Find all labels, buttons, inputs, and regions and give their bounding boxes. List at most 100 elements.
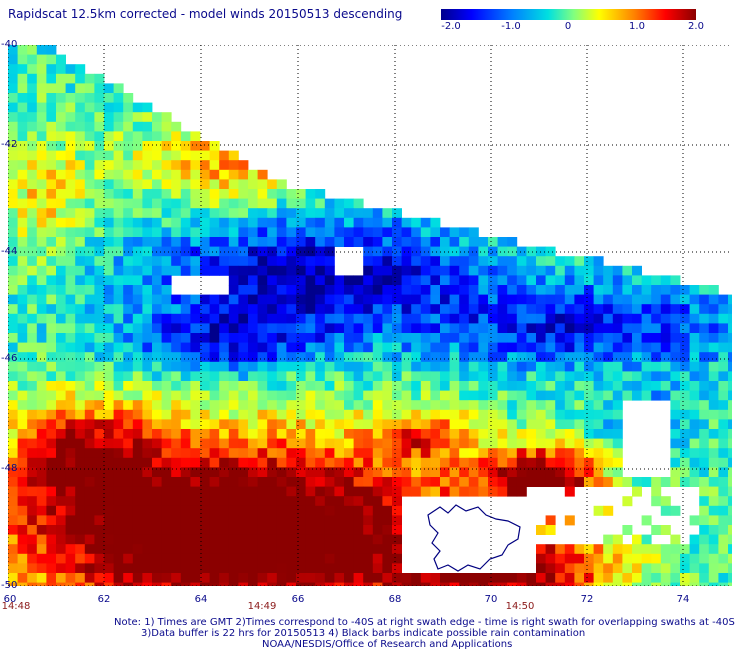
wind-cell xyxy=(248,448,258,459)
wind-cell xyxy=(75,457,86,468)
wind-cell xyxy=(56,381,66,391)
wind-cell xyxy=(104,83,114,94)
wind-cell xyxy=(459,582,470,586)
wind-cell xyxy=(622,477,633,487)
wind-cell xyxy=(17,534,28,545)
wind-cell xyxy=(209,208,220,219)
wind-cell xyxy=(94,179,105,190)
wind-cell xyxy=(219,477,230,487)
wind-cell xyxy=(641,544,652,555)
wind-cell xyxy=(75,237,86,247)
wind-cell xyxy=(161,217,172,228)
wind-cell xyxy=(718,390,729,401)
wind-cell xyxy=(209,304,220,315)
wind-cell xyxy=(65,150,76,161)
wind-cell xyxy=(526,342,537,353)
wind-cell xyxy=(104,534,114,545)
wind-cell xyxy=(190,544,201,555)
wind-cell xyxy=(468,467,479,478)
wind-cell xyxy=(248,544,258,555)
colorbar-tick-label: -2.0 xyxy=(441,21,461,32)
wind-cell xyxy=(65,64,76,75)
wind-cell xyxy=(507,457,518,468)
wind-cell xyxy=(296,467,306,478)
wind-cell xyxy=(27,400,38,411)
wind-cell xyxy=(430,361,441,372)
wind-cell xyxy=(516,342,527,353)
wind-cell xyxy=(94,121,105,132)
note-line-3: NOAA/NESDIS/Office of Research and Appli… xyxy=(262,639,513,650)
wind-cell xyxy=(75,467,86,478)
wind-cell xyxy=(526,438,537,449)
wind-cell xyxy=(27,112,38,123)
wind-cell xyxy=(84,73,95,84)
wind-cell xyxy=(459,400,470,411)
wind-cell xyxy=(8,102,18,113)
wind-cell xyxy=(75,342,86,353)
wind-cell xyxy=(104,313,114,324)
wind-cell xyxy=(180,544,191,555)
wind-cell xyxy=(584,381,594,391)
wind-cell xyxy=(689,457,700,468)
wind-cell xyxy=(344,333,354,343)
wind-cell xyxy=(651,313,662,324)
wind-cell xyxy=(430,342,441,353)
wind-cell xyxy=(27,189,38,199)
wind-cell xyxy=(593,390,604,401)
wind-cell xyxy=(276,515,287,526)
wind-cell xyxy=(478,256,489,267)
wind-cell xyxy=(75,505,86,516)
wind-cell xyxy=(488,304,498,315)
wind-cell xyxy=(132,457,143,468)
wind-cell xyxy=(104,525,114,535)
wind-cell xyxy=(200,534,210,545)
wind-cell xyxy=(689,381,700,391)
wind-cell xyxy=(180,323,191,334)
wind-cell xyxy=(27,141,38,151)
wind-cell xyxy=(36,237,47,247)
wind-cell xyxy=(27,265,38,276)
wind-cell xyxy=(344,294,354,305)
wind-cell xyxy=(65,361,76,372)
wind-cell xyxy=(593,285,604,295)
wind-cell xyxy=(190,553,201,564)
wind-cell xyxy=(468,409,479,420)
wind-cell xyxy=(8,505,18,516)
wind-cell xyxy=(123,237,134,247)
wind-cell xyxy=(209,294,220,305)
wind-cell xyxy=(180,467,191,478)
wind-cell xyxy=(689,361,700,372)
wind-cell xyxy=(305,525,316,535)
wind-cell xyxy=(660,525,671,535)
wind-cell xyxy=(718,477,729,487)
wind-cell xyxy=(401,342,412,353)
wind-cell xyxy=(238,515,249,526)
wind-cell xyxy=(104,342,114,353)
wind-cell xyxy=(17,256,28,267)
wind-cell xyxy=(478,361,489,372)
wind-cell xyxy=(305,563,316,574)
wind-cell xyxy=(161,323,172,334)
wind-cell xyxy=(372,333,383,343)
wind-cell xyxy=(488,390,498,401)
wind-cell xyxy=(670,429,681,439)
wind-cell xyxy=(8,563,18,574)
wind-cell xyxy=(468,582,479,586)
wind-cell xyxy=(56,150,66,161)
wind-cell xyxy=(161,515,172,526)
wind-cell xyxy=(708,304,719,315)
wind-cell xyxy=(180,342,191,353)
wind-cell xyxy=(219,496,230,507)
wind-cell xyxy=(440,457,450,468)
wind-cell xyxy=(718,294,729,305)
wind-cell xyxy=(84,573,95,583)
wind-cell xyxy=(526,467,537,478)
wind-cell xyxy=(324,390,335,401)
wind-cell xyxy=(65,102,76,113)
wind-cell xyxy=(372,275,383,286)
wind-cell xyxy=(401,237,412,247)
wind-cell xyxy=(123,256,134,267)
wind-cell xyxy=(94,265,105,276)
wind-cell xyxy=(161,265,172,276)
wind-cell xyxy=(190,400,201,411)
